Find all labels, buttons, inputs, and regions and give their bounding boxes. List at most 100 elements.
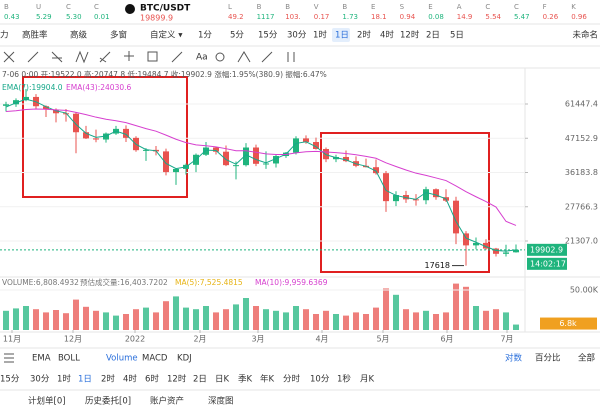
indicator-icon[interactable] (4, 353, 14, 363)
bottom-tab[interactable]: 历史委托[0] (85, 396, 131, 407)
candle-body (373, 167, 379, 174)
toolbar-item[interactable]: 2日 (426, 31, 440, 41)
scale-option[interactable]: 百分比 (535, 353, 561, 364)
interval[interactable]: 1日 (78, 375, 92, 385)
tool-icon[interactable] (215, 52, 225, 62)
tool-icon[interactable] (27, 51, 39, 63)
interval[interactable]: 1秒 (337, 374, 351, 385)
indicator[interactable]: Volume (106, 354, 138, 364)
scale-option[interactable]: 对数 (505, 353, 523, 364)
toolbar-item[interactable]: 5分 (230, 31, 244, 41)
text-tool[interactable]: Aa (196, 53, 208, 63)
interval[interactable]: 15分 (0, 375, 20, 385)
tool-icon[interactable] (75, 50, 89, 64)
interval[interactable]: 月K (360, 375, 375, 385)
volume-bar (143, 307, 149, 330)
interval[interactable]: 1时 (57, 374, 71, 385)
interval[interactable]: 年K (260, 374, 275, 385)
toolbar-item[interactable]: 2时 (357, 30, 371, 41)
candle-body (233, 165, 239, 167)
scale-option[interactable]: 全部 (578, 353, 596, 364)
layout-name[interactable]: 未命名 (572, 30, 598, 41)
volume-bar (323, 310, 329, 330)
bottom-tab[interactable]: 账户资产 (150, 396, 184, 407)
interval[interactable]: 2日 (193, 375, 207, 385)
interval[interactable]: 12时 (167, 374, 187, 385)
ticker-symbol: V (314, 3, 319, 11)
volume-bar (313, 314, 319, 330)
ticker-value: 5.47 (514, 13, 530, 21)
volume-bar (473, 306, 479, 330)
ticker-value: 0.96 (571, 13, 587, 21)
x-tick-label: 7月 (500, 335, 513, 344)
tool-icon[interactable] (171, 51, 183, 63)
indicator[interactable]: MACD (142, 354, 168, 364)
price-chart: 61447.4 47152.9 36183.8 27766.3 21307.0 11月 12… (0, 89, 598, 344)
toolbar-item[interactable]: 自定义 ▾ (150, 30, 183, 41)
interval[interactable]: 日K (215, 375, 230, 385)
interval[interactable]: 10分 (310, 375, 330, 385)
candle-body (43, 106, 49, 110)
pair-name[interactable]: BTC/USDT (140, 4, 191, 14)
volume-tick-label: 50.00K (570, 286, 599, 295)
candle-body (223, 151, 229, 166)
interval[interactable]: 4时 (123, 374, 137, 385)
ticker-symbol: C (514, 3, 519, 11)
candle-body (383, 173, 389, 202)
volume-bar (163, 301, 169, 330)
indicator[interactable]: EMA (32, 354, 51, 364)
volume-bar (113, 315, 119, 330)
tool-icon[interactable] (287, 52, 295, 62)
tool-icon[interactable] (3, 51, 15, 63)
volume-bar (503, 312, 509, 330)
volume-bar (243, 298, 249, 330)
interval[interactable]: 分时 (283, 374, 301, 385)
ticker-value: 0.43 (4, 13, 20, 21)
tool-icon[interactable] (261, 51, 273, 63)
toolbar-item[interactable]: 多窗 (110, 30, 127, 41)
volume-bar (443, 312, 449, 330)
volume-value-label: 6.8k (559, 319, 577, 328)
toolbar-item[interactable]: 1日 (335, 31, 349, 41)
candle-body (23, 96, 29, 101)
interval[interactable]: 30分 (30, 375, 50, 385)
toolbar-item[interactable]: 1分 (198, 31, 212, 41)
volume-bar (133, 309, 139, 330)
tool-icon[interactable] (124, 51, 134, 61)
ticker-value: 0.17 (314, 13, 330, 21)
indicator[interactable]: BOLL (58, 354, 80, 364)
toolbar-item[interactable]: 力 (0, 30, 9, 41)
interval[interactable]: 2时 (101, 374, 115, 385)
bottom-tab[interactable]: 计划单[0] (28, 396, 66, 407)
bottom-tab[interactable]: 深度图 (208, 396, 234, 407)
toolbar-item[interactable]: 1时 (313, 30, 327, 41)
volume-bar (213, 312, 219, 330)
toolbar-item[interactable]: 5日 (450, 31, 464, 41)
candle-body (513, 249, 519, 253)
interval[interactable]: 季K (238, 374, 253, 385)
volume-bar (3, 310, 9, 330)
ticker-value: 14.9 (457, 13, 473, 21)
x-tick-label: 6月 (440, 335, 453, 344)
toolbar-item[interactable]: 30分 (287, 31, 307, 41)
toolbar-item[interactable]: 4时 (380, 30, 394, 41)
toolbar-item[interactable]: 高胜率 (22, 30, 48, 41)
tool-icon[interactable] (237, 51, 251, 63)
x-tick-label: 2022 (125, 335, 145, 344)
toolbar-item[interactable]: 高级 (70, 30, 88, 41)
interval[interactable]: 6时 (145, 374, 159, 385)
indicator[interactable]: KDJ (177, 354, 192, 364)
tool-icon[interactable] (51, 51, 63, 63)
volume-bar (63, 313, 69, 330)
highlight-box (22, 76, 188, 198)
tool-icon[interactable] (147, 51, 158, 62)
volume-bar (13, 308, 19, 330)
volume-bar (83, 306, 89, 330)
toolbar-item[interactable]: 12时 (400, 30, 420, 41)
candle-body (213, 147, 219, 152)
drawing-tools[interactable] (3, 50, 295, 64)
toolbar-item[interactable]: 15分 (258, 31, 278, 41)
candle-body (483, 242, 489, 249)
ema-line (5, 108, 517, 226)
tool-icon[interactable] (99, 51, 111, 63)
